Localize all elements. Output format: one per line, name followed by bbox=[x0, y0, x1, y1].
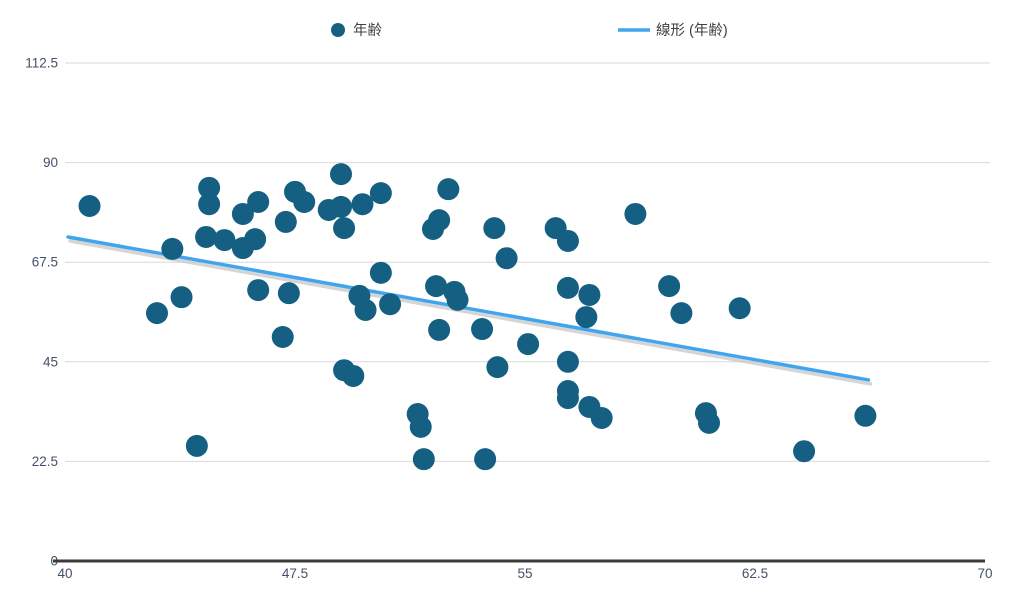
y-tick-label-112.5: 112.5 bbox=[25, 56, 58, 71]
data-point[interactable] bbox=[78, 194, 101, 217]
data-point[interactable] bbox=[161, 237, 184, 260]
data-point[interactable] bbox=[369, 182, 392, 205]
data-point[interactable] bbox=[575, 306, 598, 329]
data-point[interactable] bbox=[247, 190, 270, 213]
data-point[interactable] bbox=[556, 229, 579, 252]
data-point[interactable] bbox=[277, 282, 300, 305]
data-point[interactable] bbox=[185, 434, 208, 457]
data-point[interactable] bbox=[854, 404, 877, 427]
data-point[interactable] bbox=[483, 217, 506, 240]
data-point[interactable] bbox=[578, 283, 601, 306]
data-point[interactable] bbox=[293, 190, 316, 213]
data-point[interactable] bbox=[351, 193, 374, 216]
data-point[interactable] bbox=[658, 275, 681, 298]
data-point[interactable] bbox=[379, 293, 402, 316]
data-point[interactable] bbox=[412, 448, 435, 471]
data-point[interactable] bbox=[333, 217, 356, 240]
data-point[interactable] bbox=[698, 411, 720, 434]
x-tick-label-70: 70 bbox=[977, 566, 992, 581]
data-point[interactable] bbox=[213, 229, 236, 252]
y-tick-label-67.5: 67.5 bbox=[32, 255, 58, 270]
y-tick-label-90: 90 bbox=[43, 155, 58, 170]
data-point[interactable] bbox=[486, 356, 509, 379]
data-point[interactable] bbox=[590, 407, 613, 430]
data-point[interactable] bbox=[428, 209, 451, 232]
data-point[interactable] bbox=[354, 299, 377, 322]
data-point[interactable] bbox=[474, 448, 497, 471]
data-point[interactable] bbox=[670, 302, 693, 325]
data-point[interactable] bbox=[274, 210, 297, 233]
data-point[interactable] bbox=[198, 193, 221, 216]
data-point[interactable] bbox=[556, 387, 579, 410]
data-point[interactable] bbox=[446, 288, 469, 311]
data-point[interactable] bbox=[330, 163, 352, 186]
x-tick-label-62.5: 62.5 bbox=[742, 566, 768, 581]
data-point[interactable] bbox=[556, 350, 579, 373]
data-point[interactable] bbox=[342, 364, 365, 387]
y-tick-label-22.5: 22.5 bbox=[32, 454, 58, 469]
data-point[interactable] bbox=[369, 261, 392, 284]
data-point[interactable] bbox=[495, 247, 518, 270]
data-point[interactable] bbox=[146, 302, 168, 325]
data-point[interactable] bbox=[231, 202, 254, 225]
data-point[interactable] bbox=[517, 333, 540, 356]
legend-label-series1[interactable]: 年齢 bbox=[353, 22, 382, 39]
data-point[interactable] bbox=[271, 326, 294, 349]
trendline[interactable] bbox=[66, 235, 871, 382]
data-point[interactable] bbox=[409, 415, 432, 438]
data-point[interactable] bbox=[728, 297, 751, 320]
data-point[interactable] bbox=[471, 318, 494, 341]
data-point[interactable] bbox=[195, 225, 218, 248]
data-point[interactable] bbox=[425, 275, 448, 298]
data-point[interactable] bbox=[624, 202, 647, 225]
x-tick-label-40: 40 bbox=[57, 566, 72, 581]
data-point[interactable] bbox=[244, 228, 267, 251]
trendline-shadow bbox=[68, 239, 873, 386]
data-point[interactable] bbox=[556, 276, 579, 299]
x-tick-label-55: 55 bbox=[517, 566, 532, 581]
data-point[interactable] bbox=[198, 176, 221, 199]
y-tick-label-45: 45 bbox=[43, 354, 58, 369]
data-point[interactable] bbox=[437, 178, 460, 201]
data-point[interactable] bbox=[170, 286, 193, 309]
x-tick-label-47.5: 47.5 bbox=[282, 566, 308, 581]
legend-label-series2[interactable]: 線形 (年齢) bbox=[656, 22, 728, 39]
data-point[interactable] bbox=[428, 318, 451, 341]
legend-marker-series1[interactable] bbox=[331, 23, 345, 37]
data-point[interactable] bbox=[330, 195, 352, 218]
data-point[interactable] bbox=[793, 440, 816, 463]
data-point[interactable] bbox=[247, 279, 270, 302]
